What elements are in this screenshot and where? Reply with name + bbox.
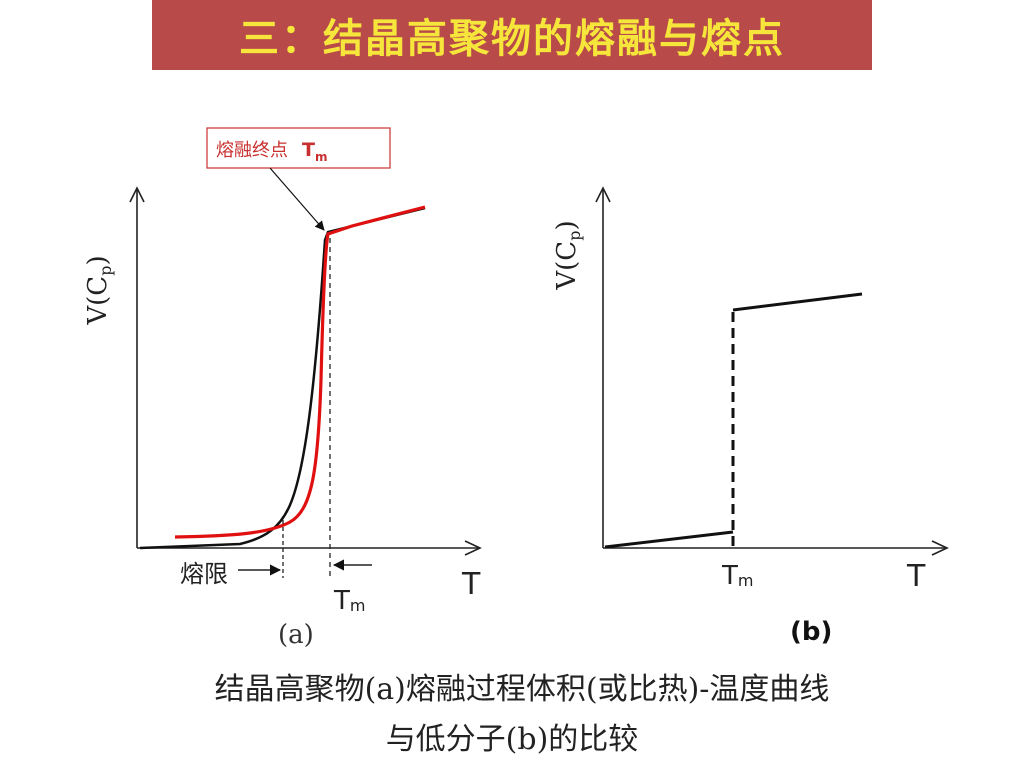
panel-b-y-label: V(Cp) bbox=[552, 220, 584, 290]
figure-caption-line1: 结晶高聚物(a)熔融过程体积(或比热)-温度曲线 bbox=[214, 672, 830, 707]
panel-a-melt-range-label: 熔限 bbox=[180, 560, 228, 588]
panel-a-tm-label: Tm bbox=[333, 586, 365, 616]
panel-b-solid-segment bbox=[604, 530, 734, 549]
panel-a-red-curve bbox=[174, 205, 426, 539]
panel-a: V(Cp) 熔融终点 Tm 熔限 Tm T (a) bbox=[83, 127, 482, 650]
panel-b-label: (b) bbox=[790, 617, 832, 647]
panel-a-x-arrow bbox=[464, 540, 482, 556]
panel-a-callout-text: 熔融终点 Tm bbox=[216, 139, 327, 164]
panel-b-x-label: T bbox=[906, 559, 926, 594]
title-banner: 三：结晶高聚物的熔融与熔点 bbox=[152, 0, 872, 70]
panel-b-liquid-segment bbox=[732, 292, 863, 312]
panel-b: V(Cp) Tm T (b) bbox=[552, 186, 949, 647]
panel-b-x-arrow bbox=[931, 540, 949, 556]
panel-a-callout-box bbox=[206, 127, 391, 169]
panel-b-y-arrow bbox=[595, 186, 611, 203]
page-title: 三：结晶高聚物的熔融与熔点 bbox=[239, 16, 785, 62]
panel-a-label: (a) bbox=[278, 620, 314, 650]
panel-a-x-label: T bbox=[461, 567, 481, 602]
figure-caption-line2: 与低分子(b)的比较 bbox=[385, 722, 639, 757]
panel-a-callout-pointer bbox=[269, 167, 325, 231]
panel-a-y-arrow bbox=[129, 186, 145, 203]
panel-b-tm-label: Tm bbox=[721, 561, 753, 591]
panel-a-y-label: V(Cp) bbox=[83, 255, 115, 325]
panel-a-black-curve bbox=[139, 206, 426, 550]
